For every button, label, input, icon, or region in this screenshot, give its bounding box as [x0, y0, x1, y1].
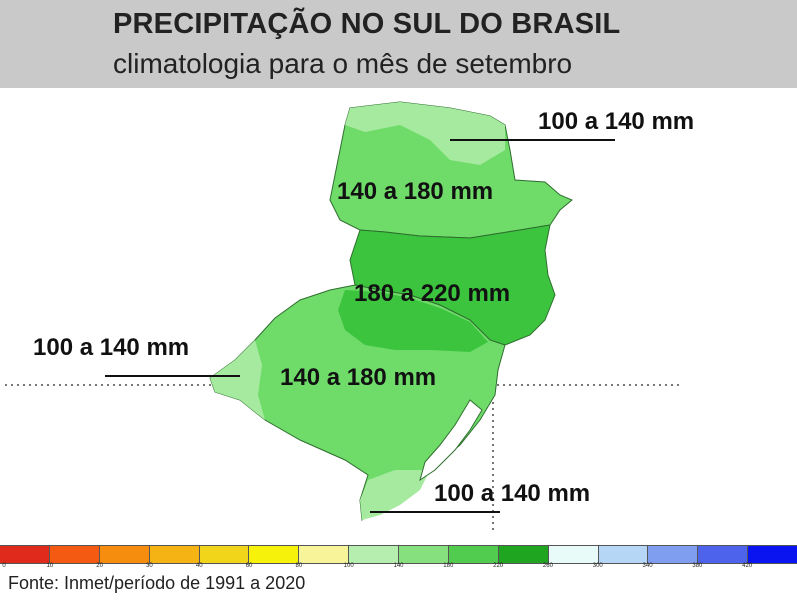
color-scale-tick-label: 100 [343, 563, 354, 569]
color-scale-tick-label: 380 [692, 563, 703, 569]
color-scale-tick-label: 20 [96, 563, 103, 569]
lagoa-dos-patos [419, 399, 483, 482]
source-note: Fonte: Inmet/período de 1991 a 2020 [8, 573, 306, 593]
label-sc: 180 a 220 mm [354, 280, 511, 307]
region-rs-west-light [210, 340, 265, 420]
page-title: PRECIPITAÇÃO NO SUL DO BRASIL [113, 8, 621, 40]
color-scale-segment [448, 546, 499, 563]
color-scale-tick-label: 10 [46, 563, 54, 569]
color-scale-segment [598, 546, 649, 563]
color-scale-segment [49, 546, 100, 563]
label-rs: 140 a 180 mm [280, 364, 437, 391]
color-scale-segment [299, 546, 350, 563]
color-scale-segment [548, 546, 599, 563]
color-scale-segment [149, 546, 200, 563]
color-scale-tick-label: 220 [493, 563, 504, 569]
color-scale-tick-label: 80 [295, 563, 303, 569]
color-scale-tick-label: 420 [742, 563, 753, 569]
color-scale-segment [0, 546, 50, 563]
color-scale-tick-label: 340 [642, 563, 653, 569]
color-scale-tick-label: 260 [542, 563, 553, 569]
color-scale-tick-label: 140 [393, 563, 404, 569]
color-scale-tick-label: 180 [443, 563, 454, 569]
label-south: 100 a 140 mm [434, 480, 591, 507]
color-scale-ticks: 0 10 20 30 40 60 80 100 140 180 220 260 300 340 380 420 [0, 563, 797, 573]
label-west: 100 a 140 mm [33, 334, 190, 361]
region-rs-south-light [360, 470, 430, 520]
color-scale-segment [698, 546, 749, 563]
color-scale-segment [249, 546, 300, 563]
color-scale-segment [349, 546, 399, 563]
color-scale-segment [99, 546, 150, 563]
color-scale-tick-label: 40 [195, 563, 203, 569]
color-scale-bar [0, 545, 797, 564]
color-scale-segment [199, 546, 250, 563]
color-scale-segment [498, 546, 549, 563]
region-rs-inner-darker [338, 290, 488, 352]
precipitation-map [5, 101, 680, 530]
header-banner: PRECIPITAÇÃO NO SUL DO BRASIL climatolog… [0, 0, 797, 88]
color-scale-tick-label: 60 [245, 563, 253, 569]
page-subtitle: climatologia para o mês de setembro [113, 48, 573, 79]
label-ne: 100 a 140 mm [538, 108, 695, 135]
color-scale-segment [748, 546, 797, 563]
color-scale-tick-label: 0 [2, 563, 6, 569]
region-parana-north-light [345, 102, 505, 165]
color-scale-segment [399, 546, 449, 563]
color-scale-segment [648, 546, 699, 563]
color-scale-tick-label: 30 [146, 563, 153, 569]
label-parana: 140 a 180 mm [337, 178, 494, 205]
color-scale-tick-label: 300 [592, 563, 603, 569]
